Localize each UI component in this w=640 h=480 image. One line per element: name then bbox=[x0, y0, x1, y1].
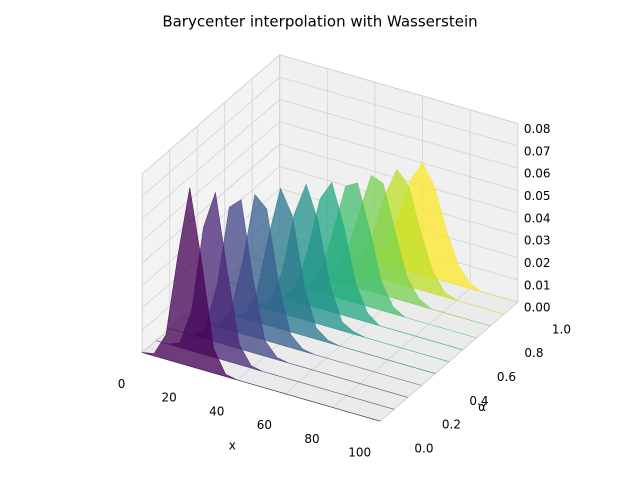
grid-line bbox=[279, 121, 518, 191]
x-tick-label: 80 bbox=[304, 432, 319, 446]
x-tick-label: 0 bbox=[118, 377, 126, 391]
y-axis-label: α bbox=[478, 400, 486, 414]
chart-title: Barycenter interpolation with Wasserstei… bbox=[162, 13, 477, 31]
grid-line bbox=[141, 76, 280, 197]
grid-line bbox=[141, 99, 280, 219]
x-tick-label: 60 bbox=[257, 418, 272, 432]
z-tick-label: 0.03 bbox=[524, 234, 551, 248]
x-tick-label: 40 bbox=[209, 404, 224, 418]
z-tick-label: 0.04 bbox=[524, 211, 551, 225]
grid-line bbox=[141, 54, 280, 175]
x-tick-label: 20 bbox=[162, 391, 177, 405]
y-tick-label: 0.2 bbox=[442, 418, 461, 432]
y-tick-label: 0.6 bbox=[497, 370, 516, 384]
z-tick-label: 0.02 bbox=[524, 256, 551, 270]
z-tick-label: 0.08 bbox=[524, 122, 551, 136]
z-tick-label: 0.06 bbox=[524, 167, 551, 181]
z-tick-label: 0.07 bbox=[524, 144, 551, 158]
grid-line bbox=[279, 54, 518, 124]
z-tick-label: 0.01 bbox=[524, 278, 551, 292]
grid-line bbox=[141, 143, 280, 264]
y-tick-label: 0.4 bbox=[469, 394, 488, 408]
z-tick-label: 0.00 bbox=[524, 301, 551, 315]
y-tick-label: 1.0 bbox=[552, 322, 571, 336]
grid-line bbox=[141, 121, 280, 242]
y-tick-label: 0.8 bbox=[524, 346, 543, 360]
density-curve bbox=[142, 187, 381, 422]
grid-line bbox=[279, 76, 518, 147]
y-tick-label: 0.0 bbox=[414, 441, 433, 455]
grid-line bbox=[279, 99, 518, 169]
z-tick-label: 0.05 bbox=[524, 189, 551, 203]
x-tick-label: 100 bbox=[348, 446, 371, 460]
x-axis-label: x bbox=[229, 438, 236, 452]
